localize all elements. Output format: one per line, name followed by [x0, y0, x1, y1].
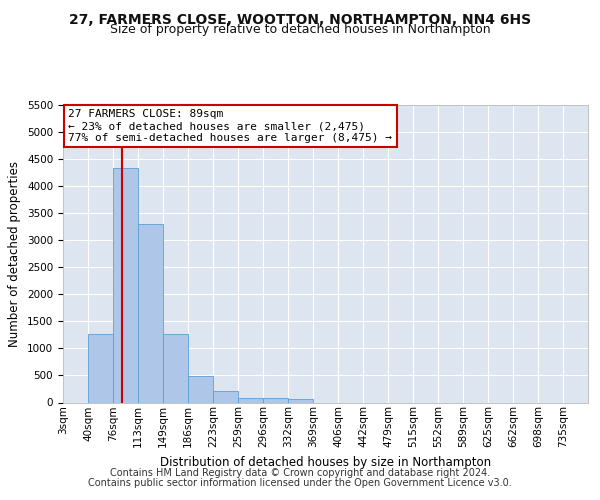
Bar: [213, 390, 238, 402]
Text: Size of property relative to detached houses in Northampton: Size of property relative to detached ho…: [110, 24, 490, 36]
Text: 27 FARMERS CLOSE: 89sqm
← 23% of detached houses are smaller (2,475)
77% of semi: 27 FARMERS CLOSE: 89sqm ← 23% of detache…: [68, 110, 392, 142]
Bar: [113, 168, 138, 402]
Text: Contains HM Land Registry data © Crown copyright and database right 2024.: Contains HM Land Registry data © Crown c…: [110, 468, 490, 477]
Bar: [238, 398, 263, 402]
Bar: [138, 224, 163, 402]
Bar: [288, 400, 313, 402]
Text: Contains public sector information licensed under the Open Government Licence v3: Contains public sector information licen…: [88, 478, 512, 488]
Text: 27, FARMERS CLOSE, WOOTTON, NORTHAMPTON, NN4 6HS: 27, FARMERS CLOSE, WOOTTON, NORTHAMPTON,…: [69, 12, 531, 26]
Bar: [88, 334, 113, 402]
Y-axis label: Number of detached properties: Number of detached properties: [8, 161, 22, 347]
Bar: [163, 334, 188, 402]
Bar: [188, 376, 213, 402]
X-axis label: Distribution of detached houses by size in Northampton: Distribution of detached houses by size …: [160, 456, 491, 468]
Bar: [263, 398, 288, 402]
